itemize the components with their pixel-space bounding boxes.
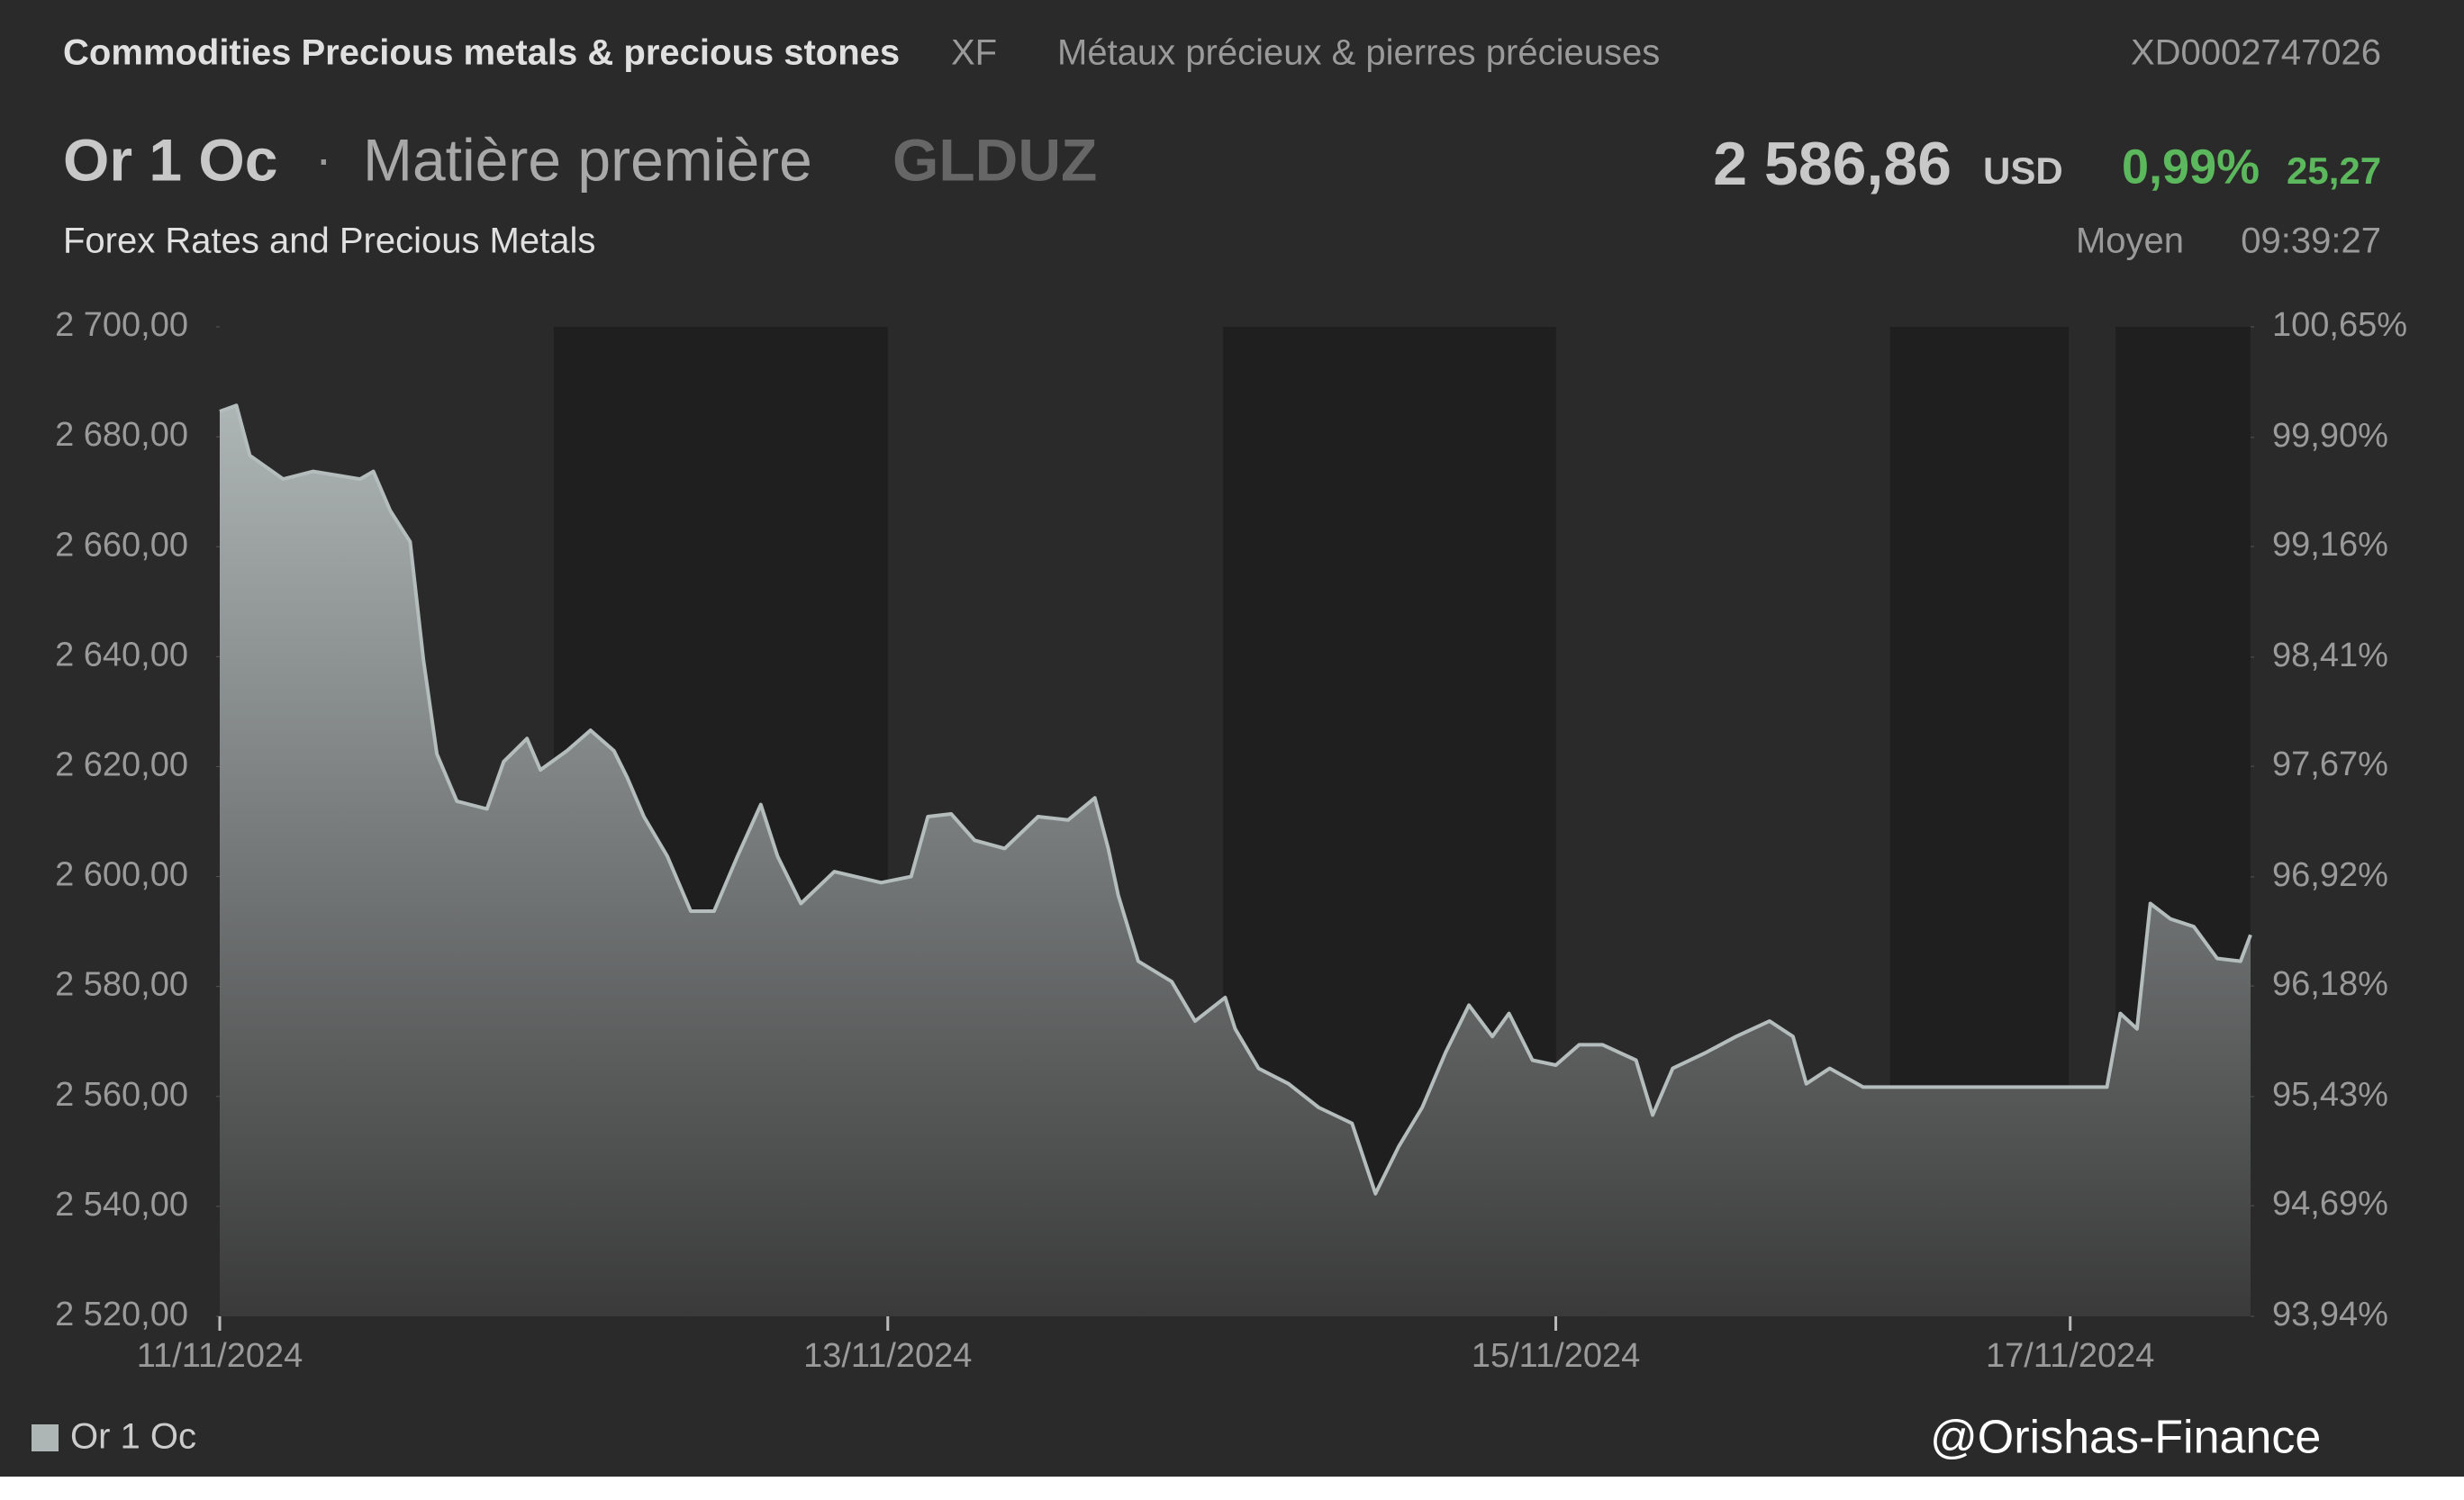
separator: · xyxy=(315,130,332,186)
asset-type: Matière première xyxy=(363,126,812,193)
y-tick-label: 2 640,00 xyxy=(55,636,188,673)
currency: USD xyxy=(1983,149,2063,192)
y2-tick-label: 93,94% xyxy=(2272,1296,2388,1333)
y2-tick-label: 98,41% xyxy=(2272,637,2388,674)
price-line xyxy=(219,403,2252,1196)
y2-tick-label: 99,16% xyxy=(2272,526,2388,564)
y-tick-label: 2 700,00 xyxy=(55,306,188,344)
y-tick-label: 2 560,00 xyxy=(55,1076,188,1114)
y2-tick-label: 99,90% xyxy=(2272,417,2388,455)
y-tick-label: 2 580,00 xyxy=(55,966,188,1004)
x-tick-label: 11/11/2024 xyxy=(137,1337,303,1375)
price: 2 586,86 xyxy=(1713,130,1952,198)
y2-tick-label: 94,69% xyxy=(2272,1185,2388,1223)
category: Commodities Precious metals & precious s… xyxy=(63,33,900,73)
y2-tick-label: 95,43% xyxy=(2272,1076,2388,1114)
category-fr: Métaux précieux & pierres précieuses xyxy=(1057,33,1660,73)
change-percent: 0,99% xyxy=(2122,140,2260,194)
plot: 2 520,00 2 540,00 2 560,00 2 580,00 2 600,00… xyxy=(55,306,2407,1375)
y-tick-label: 2 660,00 xyxy=(55,526,188,564)
y-tick-label: 2 620,00 xyxy=(55,745,188,783)
y-tick-label: 2 600,00 xyxy=(55,856,188,894)
x-tick-label: 17/11/2024 xyxy=(1986,1337,2154,1375)
area-fill xyxy=(220,405,2251,1316)
y2-tick-label: 96,92% xyxy=(2272,856,2388,894)
x-tick-label: 15/11/2024 xyxy=(1472,1337,1640,1375)
y-tick-label: 2 540,00 xyxy=(55,1186,188,1224)
x-tick-label: 13/11/2024 xyxy=(803,1337,972,1375)
source: Forex Rates and Precious Metals xyxy=(63,221,595,261)
y-tick-label: 2 680,00 xyxy=(55,416,188,454)
exchange: XF xyxy=(951,33,997,73)
watermark: @Orishas-Finance xyxy=(1930,1412,2321,1464)
isin: XD0002747026 xyxy=(2131,33,2381,73)
time: 09:39:27 xyxy=(2241,221,2381,261)
change: 25,27 xyxy=(2287,149,2381,192)
y2-tick-label: 96,18% xyxy=(2272,965,2388,1003)
price-type: Moyen xyxy=(2076,221,2184,261)
y-tick-label: 2 520,00 xyxy=(55,1296,188,1333)
legend-swatch xyxy=(32,1424,59,1451)
ticker: GLDUZ xyxy=(892,126,1097,193)
legend-label: Or 1 Oc xyxy=(70,1417,196,1457)
y2-tick-label: 97,67% xyxy=(2272,745,2388,783)
y2-tick-label: 100,65% xyxy=(2272,306,2407,344)
instrument-name: Or 1 Oc xyxy=(63,126,277,193)
